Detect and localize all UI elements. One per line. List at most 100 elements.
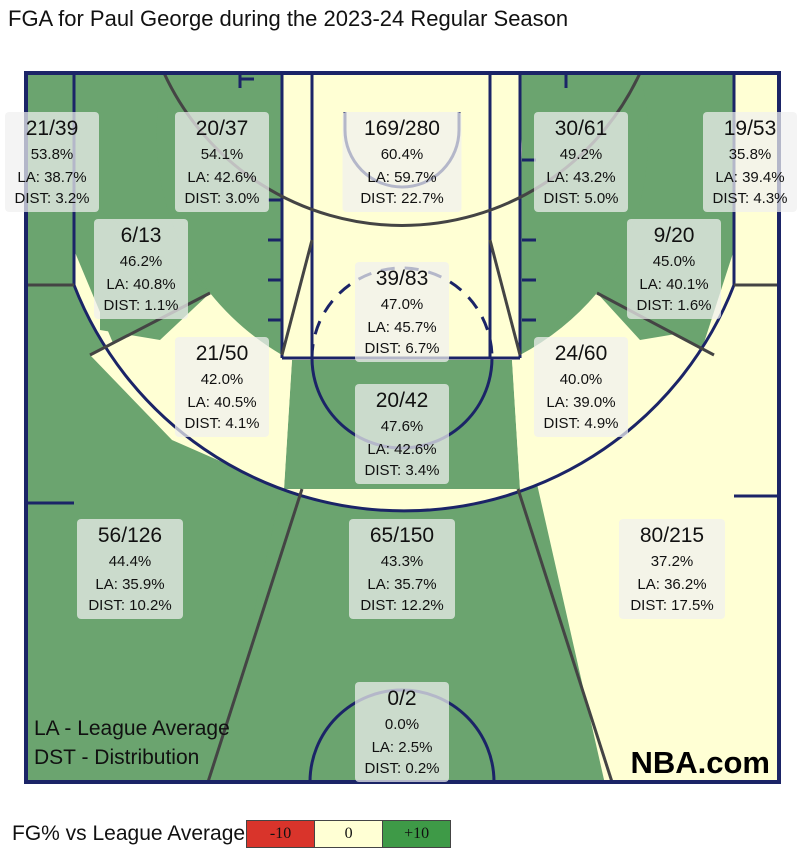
zone-label-bg bbox=[77, 519, 183, 619]
zone-distribution: DIST: 4.3% bbox=[712, 190, 787, 207]
zone-label-left-wing-3: 56/126 44.4% LA: 35.9% DIST: 10.2% bbox=[77, 519, 183, 619]
zone-pct: 47.0% bbox=[381, 296, 424, 313]
zone-fg: 30/61 bbox=[555, 117, 608, 140]
zone-league-avg: LA: 36.2% bbox=[637, 576, 706, 593]
zone-label-bg bbox=[349, 519, 455, 619]
zone-pct: 43.3% bbox=[381, 553, 424, 570]
zone-fg: 39/83 bbox=[376, 267, 429, 290]
zone-line-paint-left bbox=[280, 239, 314, 356]
zone-line-left-deep bbox=[206, 488, 304, 782]
zone-fg: 80/215 bbox=[640, 524, 704, 547]
zone-label-top-key-3: 65/150 43.3% LA: 35.7% DIST: 12.2% bbox=[349, 519, 455, 619]
zone-label-left-short-mid: 6/13 46.2% LA: 40.8% DIST: 1.1% bbox=[94, 219, 188, 319]
legend-item-text: 0 bbox=[344, 825, 353, 842]
zone-fg: 21/50 bbox=[196, 342, 249, 365]
zone-pct: 53.8% bbox=[31, 146, 74, 163]
zone-label-bg bbox=[627, 219, 721, 319]
legend-label: FG% vs League Average bbox=[12, 822, 246, 845]
zone-pct: 0.0% bbox=[385, 716, 419, 733]
legend-item-plus-10: +10 bbox=[382, 820, 452, 848]
zone-distribution: DIST: 22.7% bbox=[360, 190, 443, 207]
legend-item-text: +10 bbox=[404, 825, 430, 842]
shot-chart: 21/39 53.8% LA: 38.7% DIST: 3.2% 20/37 54.1% L… bbox=[5, 71, 797, 784]
zone-league-avg: LA: 2.5% bbox=[372, 739, 433, 756]
zone-fg: 20/37 bbox=[196, 117, 249, 140]
zone-label-bg bbox=[94, 219, 188, 319]
three-point-arc bbox=[72, 284, 736, 513]
zone-fg: 65/150 bbox=[370, 524, 434, 547]
legend-item-zero: 0 bbox=[314, 820, 384, 848]
zone-pct: 60.4% bbox=[381, 146, 424, 163]
zone-league-avg: LA: 40.5% bbox=[187, 394, 256, 411]
zone-league-avg: LA: 39.0% bbox=[546, 394, 615, 411]
zone-distribution: DIST: 6.7% bbox=[364, 340, 439, 357]
zone-fg: 21/39 bbox=[26, 117, 79, 140]
chart-title: FGA for Paul George during the 2023-24 R… bbox=[8, 6, 569, 31]
zone-pct: 35.8% bbox=[729, 146, 772, 163]
zone-distribution: DIST: 10.2% bbox=[88, 597, 171, 614]
zone-fg: 56/126 bbox=[98, 524, 162, 547]
zone-distribution: DIST: 12.2% bbox=[360, 597, 443, 614]
zone-fg: 9/20 bbox=[654, 224, 695, 247]
zone-fg: 6/13 bbox=[121, 224, 162, 247]
zone-distribution: DIST: 3.0% bbox=[184, 190, 259, 207]
zone-distribution: DIST: 0.2% bbox=[364, 760, 439, 777]
zone-label-bg bbox=[5, 112, 99, 212]
zone-fg: 24/60 bbox=[555, 342, 608, 365]
zone-league-avg: LA: 45.7% bbox=[367, 319, 436, 336]
zone-label-right-short-mid: 9/20 45.0% LA: 40.1% DIST: 1.6% bbox=[627, 219, 721, 319]
zone-distribution: DIST: 4.9% bbox=[543, 415, 618, 432]
zone-pct: 37.2% bbox=[651, 553, 694, 570]
zone-league-avg: LA: 35.9% bbox=[95, 576, 164, 593]
zone-label-bg bbox=[342, 112, 462, 212]
la-note: LA - League Average bbox=[34, 717, 230, 740]
zone-pct: 44.4% bbox=[109, 553, 152, 570]
zone-distribution: DIST: 4.1% bbox=[184, 415, 259, 432]
zone-distribution: DIST: 17.5% bbox=[630, 597, 713, 614]
zone-pct: 40.0% bbox=[560, 371, 603, 388]
zone-label-left-baseline-mid: 20/37 54.1% LA: 42.6% DIST: 3.0% bbox=[175, 112, 269, 212]
zone-fg: 19/53 bbox=[724, 117, 777, 140]
zone-pct: 45.0% bbox=[653, 253, 696, 270]
zone-label-bg bbox=[534, 112, 628, 212]
zone-pct: 49.2% bbox=[560, 146, 603, 163]
zone-label-restricted-area: 169/280 60.4% LA: 59.7% DIST: 22.7% bbox=[342, 112, 462, 212]
legend-item-text: -10 bbox=[269, 825, 292, 842]
zone-line-right-wing bbox=[596, 291, 715, 357]
zone-distribution: DIST: 3.2% bbox=[14, 190, 89, 207]
zone-pct: 54.1% bbox=[201, 146, 244, 163]
zone-league-avg: LA: 35.7% bbox=[367, 576, 436, 593]
zone-league-avg: LA: 42.6% bbox=[367, 441, 436, 458]
zone-distribution: DIST: 3.4% bbox=[364, 462, 439, 479]
zone-label-bg bbox=[703, 112, 797, 212]
nba-logo: NBA.com bbox=[630, 745, 770, 780]
zone-label-bg bbox=[619, 519, 725, 619]
zone-line-paint-right bbox=[488, 239, 522, 356]
legend: FG% vs League Average -10 0 +10 bbox=[12, 818, 452, 850]
zone-league-avg: LA: 39.4% bbox=[715, 169, 784, 186]
zone-label-left-corner-3: 21/39 53.8% LA: 38.7% DIST: 3.2% bbox=[5, 112, 99, 212]
zone-distribution: DIST: 5.0% bbox=[543, 190, 618, 207]
zone-label-left-wing-mid: 21/50 42.0% LA: 40.5% DIST: 4.1% bbox=[175, 337, 269, 437]
zone-label-bg bbox=[355, 682, 449, 782]
zone-distribution: DIST: 1.6% bbox=[636, 297, 711, 314]
zone-league-avg: LA: 43.2% bbox=[546, 169, 615, 186]
zone-fg: 20/42 bbox=[376, 389, 429, 412]
legend-item-minus-10: -10 bbox=[246, 820, 316, 848]
zone-label-bg bbox=[355, 384, 449, 484]
free-throw-circle-top bbox=[310, 266, 494, 359]
zone-label-backcourt: 0/2 0.0% LA: 2.5% DIST: 0.2% bbox=[355, 682, 449, 782]
zone-label-bg bbox=[175, 337, 269, 437]
zone-line-right-deep bbox=[516, 488, 614, 782]
zone-label-right-wing-3: 80/215 37.2% LA: 36.2% DIST: 17.5% bbox=[619, 519, 725, 619]
zone-pct: 42.0% bbox=[201, 371, 244, 388]
zone-fg: 0/2 bbox=[387, 687, 416, 710]
zone-pct: 47.6% bbox=[381, 418, 424, 435]
zone-label-right-baseline-mid: 30/61 49.2% LA: 43.2% DIST: 5.0% bbox=[534, 112, 628, 212]
zone-pct: 46.2% bbox=[120, 253, 163, 270]
zone-league-avg: LA: 42.6% bbox=[187, 169, 256, 186]
zone-line-left-wing bbox=[89, 291, 211, 357]
zone-fg: 169/280 bbox=[364, 117, 440, 140]
zone-league-avg: LA: 38.7% bbox=[17, 169, 86, 186]
zone-league-avg: LA: 59.7% bbox=[367, 169, 436, 186]
